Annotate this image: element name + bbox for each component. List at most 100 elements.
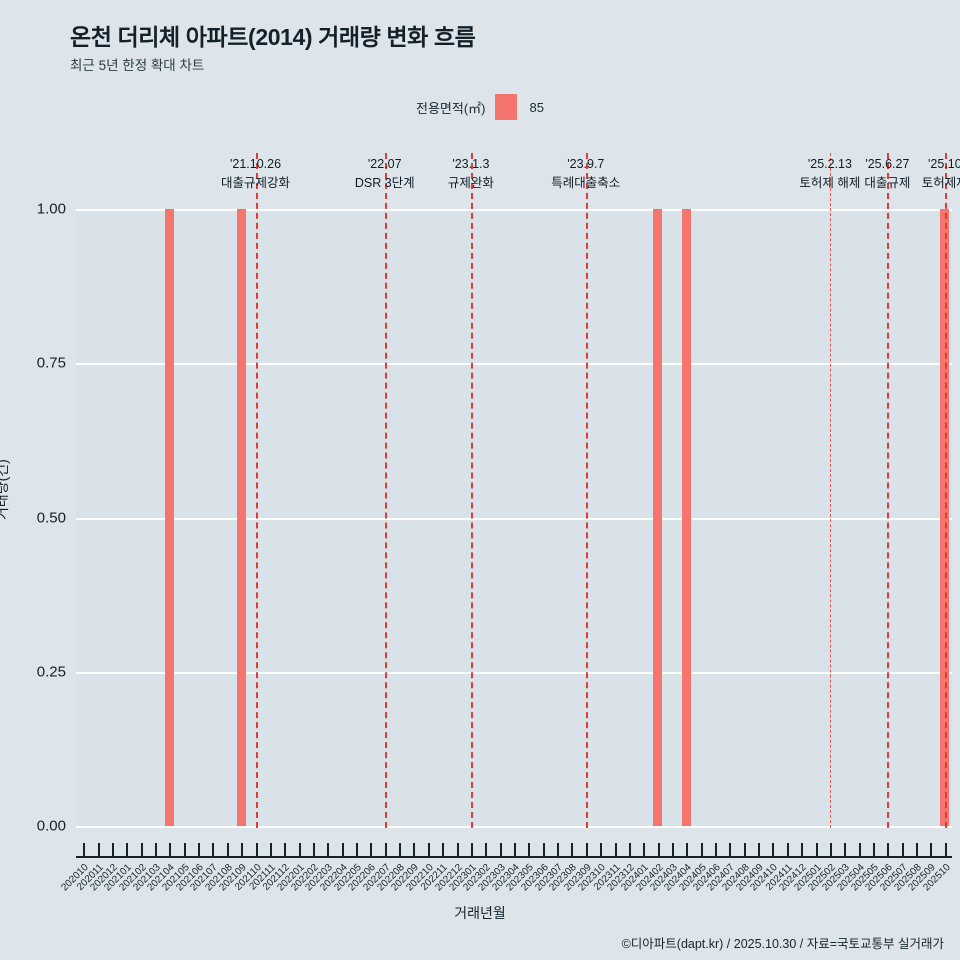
gridline-1.00 [76,209,952,211]
event-line-202207 [384,153,387,828]
x-tick-mark-202212 [456,843,459,856]
x-tick-mark-202410 [772,843,775,856]
x-tick-mark-202203 [327,843,330,856]
x-tick-mark-202504 [858,843,861,856]
gridline-0.50 [76,517,952,520]
x-tick-mark-202110 [255,843,258,856]
page-title: 온천 더리체 아파트(2014) 거래량 변화 흐름 [70,24,476,50]
x-tick-mark-202404 [686,843,689,856]
x-tick-mark-202310 [600,843,603,856]
event-text: DSR 3단계 [354,176,415,191]
x-tick-mark-202405 [700,843,703,856]
x-tick-mark-202111 [269,843,272,856]
legend-label-85: 85 [529,99,544,115]
bar-202104[interactable] [164,209,174,826]
event-annotation-202110: '21.10.26 대출규제강화 [221,155,290,194]
x-tick-mark-202509 [930,843,933,856]
x-tick-mark-202107 [212,843,215,856]
x-tick-mark-202112 [284,843,287,856]
x-tick-mark-202406 [715,843,718,856]
x-tick-mark-202408 [743,843,746,856]
x-tick-mark-202505 [873,843,876,856]
y-tick-1.00: 1.00 [36,200,66,218]
bar-202510[interactable] [940,209,950,826]
x-tick-mark-202401 [643,843,646,856]
event-annotation-202510: '25.10 토허제재 [922,155,960,194]
event-annotation-202301: '23.1.3 규제완화 [448,155,494,194]
event-date: '22.07 [367,157,402,171]
y-tick-0.00: 0.00 [36,817,66,835]
event-annotation-202502: '25.2.13 토허제 해제 [799,155,860,194]
x-tick-mark-202308 [571,843,574,856]
event-text: 특례대출축소 [551,176,621,191]
event-text: 대출규제강화 [220,176,291,191]
event-date: '23.1.3 [452,157,490,171]
x-tick-mark-202204 [341,843,344,856]
legend-swatch-85 [494,94,517,120]
x-tick-mark-202304 [514,843,516,856]
x-tick-mark-202402 [657,843,660,856]
x-axis-line [76,856,952,858]
y-tick-0.25: 0.25 [36,663,66,681]
event-annotation-202506: '25.6.27 대출규제 [864,155,910,194]
x-tick-mark-202510 [944,843,947,856]
x-tick-mark-202409 [758,843,761,856]
x-tick-mark-202501 [815,843,818,856]
x-tick-mark-202210 [427,843,430,856]
x-tick-mark-202102 [140,843,143,856]
bar-202402[interactable] [653,209,663,826]
x-tick-mark-202305 [528,843,531,856]
gridline-0.25 [76,671,952,674]
event-date: '21.10.26 [229,157,282,171]
footer-credit: ©디아파트(dapt.kr) / 2025.10.30 / 자료=국토교통부 실… [621,937,944,951]
event-text: 대출규제 [864,176,911,191]
event-line-202502 [829,153,831,828]
x-tick-mark-202109 [241,843,244,856]
y-axis-title: 거래량(건) [0,459,10,520]
event-annotation-202309: '23.9.7 특례대출축소 [551,155,620,194]
x-tick-mark-202101 [126,843,129,856]
gridline-0.00 [76,826,952,828]
x-axis-ticks [76,843,952,857]
x-tick-mark-202411 [786,843,789,856]
x-tick-mark-202301 [470,843,473,856]
x-tick-mark-202105 [183,843,186,856]
x-tick-mark-202104 [169,843,172,856]
x-tick-mark-202506 [887,843,890,856]
x-tick-mark-202205 [356,843,359,856]
x-tick-mark-202503 [844,843,847,856]
gridline-0.75 [76,363,952,366]
x-tick-mark-202011 [97,843,100,856]
event-annotation-202207: '22.07 DSR 3단계 [355,155,415,194]
x-tick-mark-202407 [729,843,732,856]
legend-title: 전용면적(㎡) [416,100,486,116]
event-line-202309 [585,153,588,828]
x-tick-mark-202306 [542,843,545,856]
x-tick-mark-202303 [499,843,502,856]
bar-202404[interactable] [681,209,691,826]
x-tick-mark-202412 [801,843,804,856]
x-tick-mark-202208 [399,843,402,856]
x-tick-mark-202209 [413,843,416,856]
bar-202109[interactable] [236,209,246,826]
x-tick-mark-202106 [198,843,201,856]
event-date: '23.9.7 [567,157,605,171]
x-tick-mark-202311 [614,843,617,856]
event-date: '25.2.13 [807,157,852,171]
y-tick-0.75: 0.75 [36,354,66,372]
x-tick-mark-202307 [557,843,560,856]
x-tick-mark-202211 [442,843,445,856]
page-subtitle: 최근 5년 한정 확대 차트 [70,58,205,73]
x-tick-mark-202502 [829,843,832,856]
y-axis-tick-labels: 0.00 0.25 0.50 0.75 1.00 [0,201,76,835]
event-text: 토허제재 [921,176,960,191]
event-line-202510 [944,153,947,828]
event-date: '25.6.27 [865,157,910,171]
x-axis-title: 거래년월 [454,905,506,921]
x-tick-mark-202302 [485,843,488,856]
x-tick-mark-202012 [111,843,114,856]
x-tick-mark-202206 [370,843,373,856]
x-tick-mark-202508 [916,843,919,856]
x-tick-mark-202312 [628,843,631,856]
